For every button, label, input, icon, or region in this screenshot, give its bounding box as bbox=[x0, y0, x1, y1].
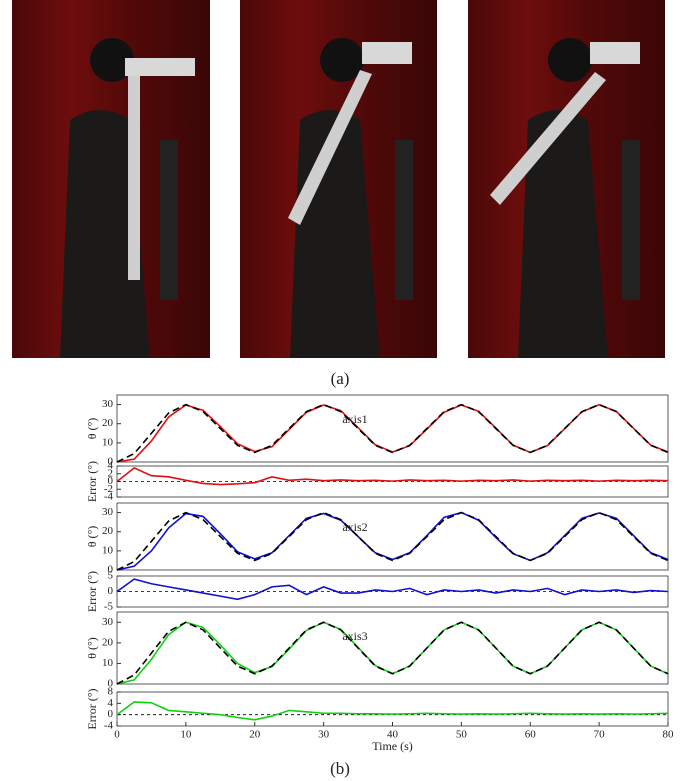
plot-frame bbox=[116, 691, 669, 727]
y-tick-label: 0 bbox=[108, 678, 114, 690]
y-axis-label: θ (°) bbox=[85, 418, 99, 440]
x-tick-label: 0 bbox=[114, 729, 120, 741]
y-axis-label: Error (°) bbox=[85, 571, 99, 612]
data-line bbox=[116, 621, 669, 685]
y-tick-label: 4 bbox=[108, 697, 114, 709]
photo-2 bbox=[240, 0, 437, 358]
data-line bbox=[116, 403, 669, 463]
y-tick-label: 8 bbox=[108, 686, 114, 698]
y-tick-label: 10 bbox=[102, 544, 114, 556]
y-tick-label: 20 bbox=[102, 525, 114, 537]
y-tick-label: 20 bbox=[102, 636, 114, 648]
y-tick-label: 0 bbox=[108, 564, 114, 576]
x-tick-label: 50 bbox=[456, 729, 468, 741]
x-tick-label: 80 bbox=[663, 729, 675, 741]
subplot: 0 10 20 30θ (°) axis3 bbox=[85, 611, 669, 690]
plot-frame bbox=[116, 394, 669, 463]
data-line bbox=[116, 701, 669, 721]
y-tick-label: 10 bbox=[102, 657, 114, 669]
x-tick-label: 60 bbox=[525, 729, 537, 741]
photo-1 bbox=[12, 0, 210, 358]
x-axis-label: Time (s) bbox=[372, 739, 413, 753]
y-tick-label: 5 bbox=[108, 570, 114, 582]
y-tick-label: 30 bbox=[102, 506, 114, 518]
caption: (b) bbox=[330, 759, 350, 778]
data-line bbox=[116, 511, 669, 571]
y-tick-label: 0 bbox=[108, 585, 114, 597]
plot-frame bbox=[116, 611, 669, 685]
y-tick-label: 0 bbox=[108, 456, 114, 468]
annotation: axis3 bbox=[342, 629, 367, 643]
y-tick-label: 30 bbox=[102, 398, 114, 410]
y-tick-label: 0 bbox=[108, 708, 114, 720]
y-tick-label: 0 bbox=[108, 475, 114, 487]
y-tick-label: 4 bbox=[108, 460, 114, 472]
y-tick-label: -4 bbox=[104, 720, 114, 732]
y-tick-label: 2 bbox=[108, 467, 114, 479]
caption: (a) bbox=[331, 369, 350, 388]
x-tick-label: 70 bbox=[594, 729, 606, 741]
subplot: 0 10 20 30θ (°) axis2 bbox=[85, 502, 669, 576]
y-axis-label: θ (°) bbox=[85, 637, 99, 659]
data-line bbox=[116, 511, 669, 571]
y-tick-label: -5 bbox=[104, 601, 114, 613]
y-tick-label: -2 bbox=[104, 483, 113, 495]
annotation: axis1 bbox=[342, 412, 367, 426]
subplot: 0 10 20 30θ (°) axis1 bbox=[85, 394, 669, 468]
data-line bbox=[116, 467, 669, 486]
data-line bbox=[116, 578, 669, 601]
y-axis-label: Error (°) bbox=[85, 461, 99, 502]
annotation: axis2 bbox=[342, 520, 367, 534]
y-axis-label: θ (°) bbox=[85, 526, 99, 548]
x-tick-label: 10 bbox=[180, 729, 192, 741]
x-tick-label: 40 bbox=[387, 729, 399, 741]
y-tick-label: 20 bbox=[102, 417, 114, 429]
subplot: -5 0 5 Error (°) bbox=[85, 570, 669, 613]
y-tick-label: 10 bbox=[102, 436, 114, 448]
photo-3 bbox=[468, 0, 665, 358]
y-tick-label: -4 bbox=[104, 491, 114, 503]
x-tick-label: 30 bbox=[318, 729, 330, 741]
y-tick-label: 30 bbox=[102, 616, 114, 628]
x-tick-label: 20 bbox=[249, 729, 261, 741]
y-axis-label: Error (°) bbox=[85, 688, 99, 729]
